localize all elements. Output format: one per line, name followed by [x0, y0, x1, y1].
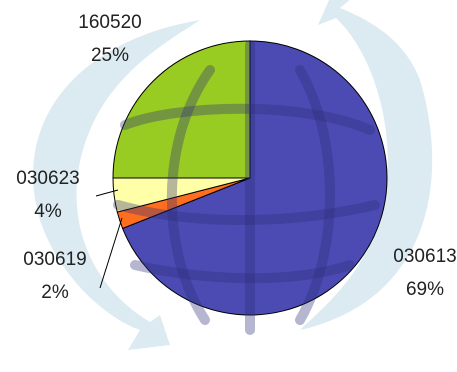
leader-lines	[95, 189, 123, 289]
slice-percent-030623: 4%	[34, 201, 62, 222]
slice-labels: 030613 69% 030619 2% 030623 4% 160520 25%	[16, 12, 456, 303]
pie-slice-030613	[121, 40, 388, 316]
slice-percent-030619: 2%	[41, 282, 69, 303]
slice-percent-030613: 69%	[406, 279, 444, 300]
circular-arrows-icon	[33, 0, 433, 350]
slice-percent-160520: 25%	[91, 45, 129, 66]
leader-line-030619	[99, 217, 123, 289]
slice-label-030623: 030623	[16, 168, 79, 189]
slice-label-030619: 030619	[23, 249, 86, 270]
pie-slice-160520	[112, 40, 251, 179]
slice-label-160520: 160520	[78, 12, 141, 33]
pie-slices	[112, 40, 388, 316]
leader-line-030623	[95, 189, 119, 197]
slice-label-030613: 030613	[393, 246, 456, 267]
globe-icon	[113, 40, 380, 335]
